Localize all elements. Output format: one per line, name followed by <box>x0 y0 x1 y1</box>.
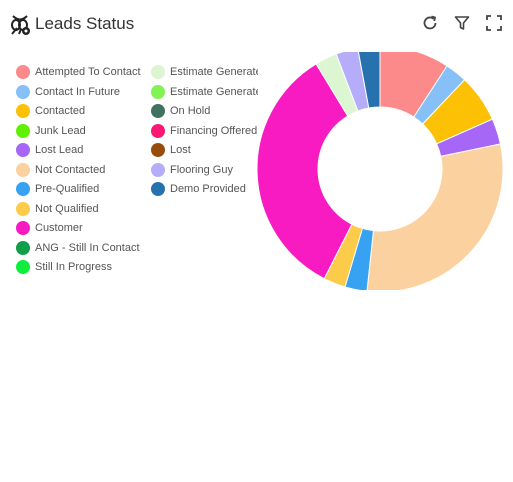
legend-label: Flooring Guy <box>170 163 233 176</box>
legend-swatch <box>16 123 30 138</box>
legend-label: Customer <box>35 222 83 234</box>
legend-label: Contacted <box>35 105 86 117</box>
widget-title: Leads Status <box>35 14 135 33</box>
legend-item[interactable]: On Hold <box>151 103 210 119</box>
legend-label: Estimate Generated <box>170 66 258 78</box>
legend-item[interactable]: Lost Lead <box>16 142 83 158</box>
donut-slice[interactable] <box>366 143 504 290</box>
legend-label: Financing Offered <box>170 124 258 137</box>
legend-swatch <box>16 221 30 235</box>
legend-item[interactable]: Not Qualified <box>16 201 99 217</box>
legend-item[interactable]: Junk Lead <box>16 123 86 139</box>
legend-swatch <box>16 162 30 177</box>
legend-label: ANG - Still In Contact <box>35 241 140 254</box>
legend-item[interactable]: Flooring Guy <box>151 162 233 178</box>
refresh-icon[interactable] <box>421 14 439 32</box>
legend-item[interactable]: Still In Progress <box>16 259 112 275</box>
legend-swatch <box>151 123 165 138</box>
legend-swatch <box>151 162 165 177</box>
legend-item[interactable]: Pre-Qualified <box>16 181 99 197</box>
legend-label: Not Qualified <box>35 202 99 215</box>
legend-swatch <box>16 143 30 157</box>
legend-item[interactable]: Contact In Future <box>16 84 120 100</box>
legend-item[interactable]: Attempted To Contact <box>16 64 141 80</box>
legend-item[interactable]: Financing Offered <box>151 123 257 139</box>
legend-swatch <box>151 84 165 99</box>
legend-swatch <box>16 201 30 216</box>
legend-label: Lost Lead <box>35 144 84 156</box>
legend-item[interactable]: Not Contacted <box>16 162 105 178</box>
filter-icon[interactable] <box>453 14 471 32</box>
legend-label: Lost <box>170 144 191 156</box>
legend-swatch <box>151 143 165 157</box>
legend-label: Estimate Generated <box>170 85 258 98</box>
donut-slice[interactable] <box>357 52 381 109</box>
widget-header: Leads Status <box>0 0 513 48</box>
legend-label: Still In Progress <box>35 261 113 273</box>
donut-slice[interactable] <box>256 63 353 280</box>
legend-swatch <box>151 65 165 79</box>
legend-swatch <box>16 84 30 99</box>
legend-label: Pre-Qualified <box>35 183 100 195</box>
legend-swatch <box>16 104 30 118</box>
legend-label: Demo Provided <box>170 183 246 195</box>
legend-item[interactable]: Estimate Generated <box>151 84 258 100</box>
legend-swatch <box>16 260 30 274</box>
legend-label: Attempted To Contact <box>35 66 141 78</box>
legend-swatch <box>16 182 30 196</box>
legend-label: Not Contacted <box>35 163 106 176</box>
legend-item[interactable]: Customer <box>16 220 83 236</box>
legend-swatch <box>16 65 30 79</box>
legend-item[interactable]: ANG - Still In Contact <box>16 240 140 256</box>
legend-item[interactable]: Demo Provided <box>151 181 246 197</box>
legend-label: Junk Lead <box>35 124 86 137</box>
legend-swatch <box>16 240 30 255</box>
bee-logo-icon <box>11 15 30 35</box>
legend-swatch <box>151 182 165 196</box>
legend-item[interactable]: Contacted <box>16 103 85 119</box>
legend-label: Contact In Future <box>35 85 120 98</box>
legend-label: On Hold <box>170 105 211 117</box>
legend-item[interactable]: Estimate Generated <box>151 64 258 80</box>
legend-swatch <box>151 104 165 118</box>
leads-donut-chart <box>256 52 504 290</box>
legend-item[interactable]: Lost <box>151 142 191 158</box>
fullscreen-icon[interactable] <box>485 14 503 32</box>
